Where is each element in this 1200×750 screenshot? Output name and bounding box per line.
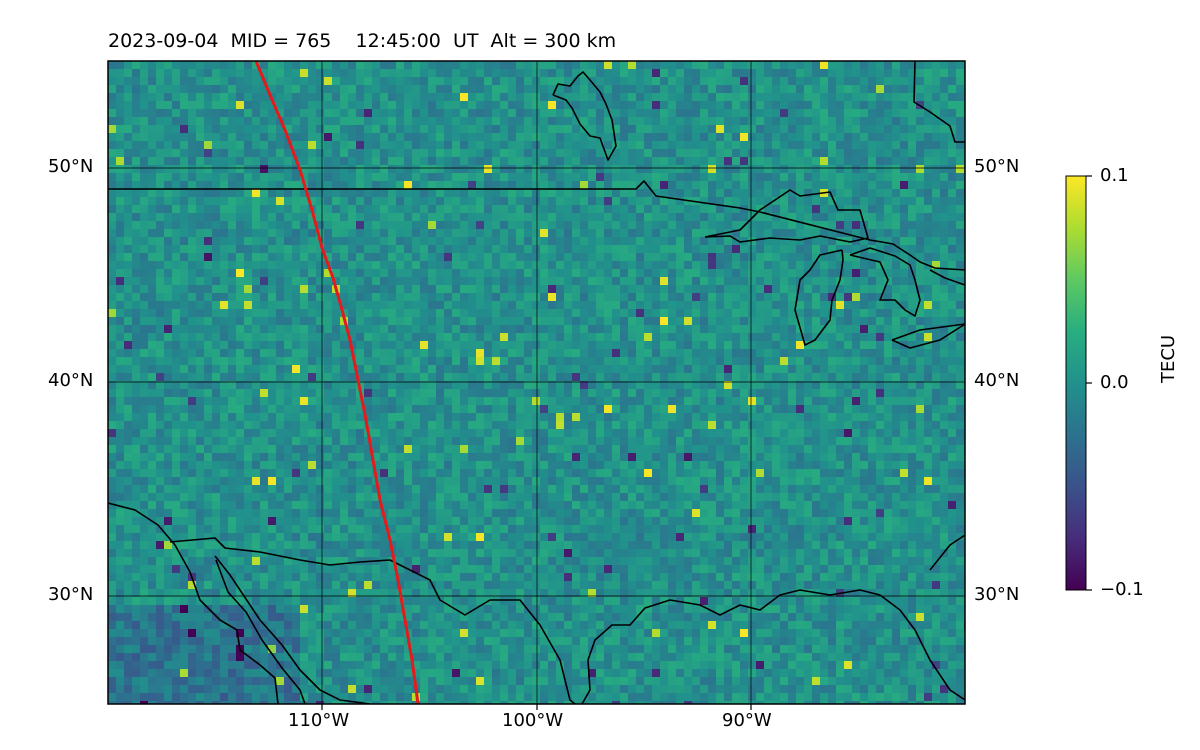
map-title: 2023-09-04 MID = 765 12:45:00 UT Alt = 3… — [108, 30, 617, 52]
coastlines-borders — [108, 61, 965, 704]
y-tick-label-40n-right: 40°N — [974, 370, 1020, 391]
satellite-track — [254, 61, 420, 704]
map-area — [108, 61, 965, 704]
x-tick-label-90w: 90°W — [722, 710, 772, 731]
mexico-gulf-coast — [581, 589, 965, 704]
colorbar — [1065, 175, 1087, 591]
lake-superior — [704, 189, 869, 243]
lake-ontario — [929, 269, 965, 286]
axis-ticks — [321, 704, 752, 710]
lake-erie — [891, 323, 965, 349]
florida-coast — [929, 534, 965, 571]
y-tick-label-40n-left: 40°N — [48, 370, 94, 391]
colorbar-label: TECU — [1158, 334, 1179, 383]
gridlines — [108, 61, 965, 704]
pacific-coast — [108, 502, 279, 704]
y-tick-label-30n-right: 30°N — [974, 584, 1020, 605]
labrador-coast — [913, 61, 965, 143]
y-tick-label-30n-left: 30°N — [48, 584, 94, 605]
lake-huron — [849, 247, 921, 317]
gulf-of-california-coast — [169, 537, 576, 704]
hudson-bay-coast — [552, 71, 617, 161]
tec-field-raster — [108, 61, 965, 704]
lake-michigan — [794, 249, 844, 346]
x-tick-label-100w: 100°W — [502, 710, 564, 731]
y-tick-label-50n-right: 50°N — [974, 156, 1020, 177]
colorbar-tick-max: 0.1 — [1100, 165, 1129, 186]
us-canada-border — [108, 180, 965, 271]
y-tick-label-50n-left: 50°N — [48, 156, 94, 177]
colorbar-tick-zero: 0.0 — [1100, 372, 1129, 393]
colorbar-tick-min: −0.1 — [1100, 579, 1144, 600]
colorbar-ticks — [1086, 175, 1092, 591]
baja-peninsula — [214, 555, 371, 704]
baja-inner-coast — [215, 559, 306, 704]
x-tick-label-110w: 110°W — [288, 710, 350, 731]
